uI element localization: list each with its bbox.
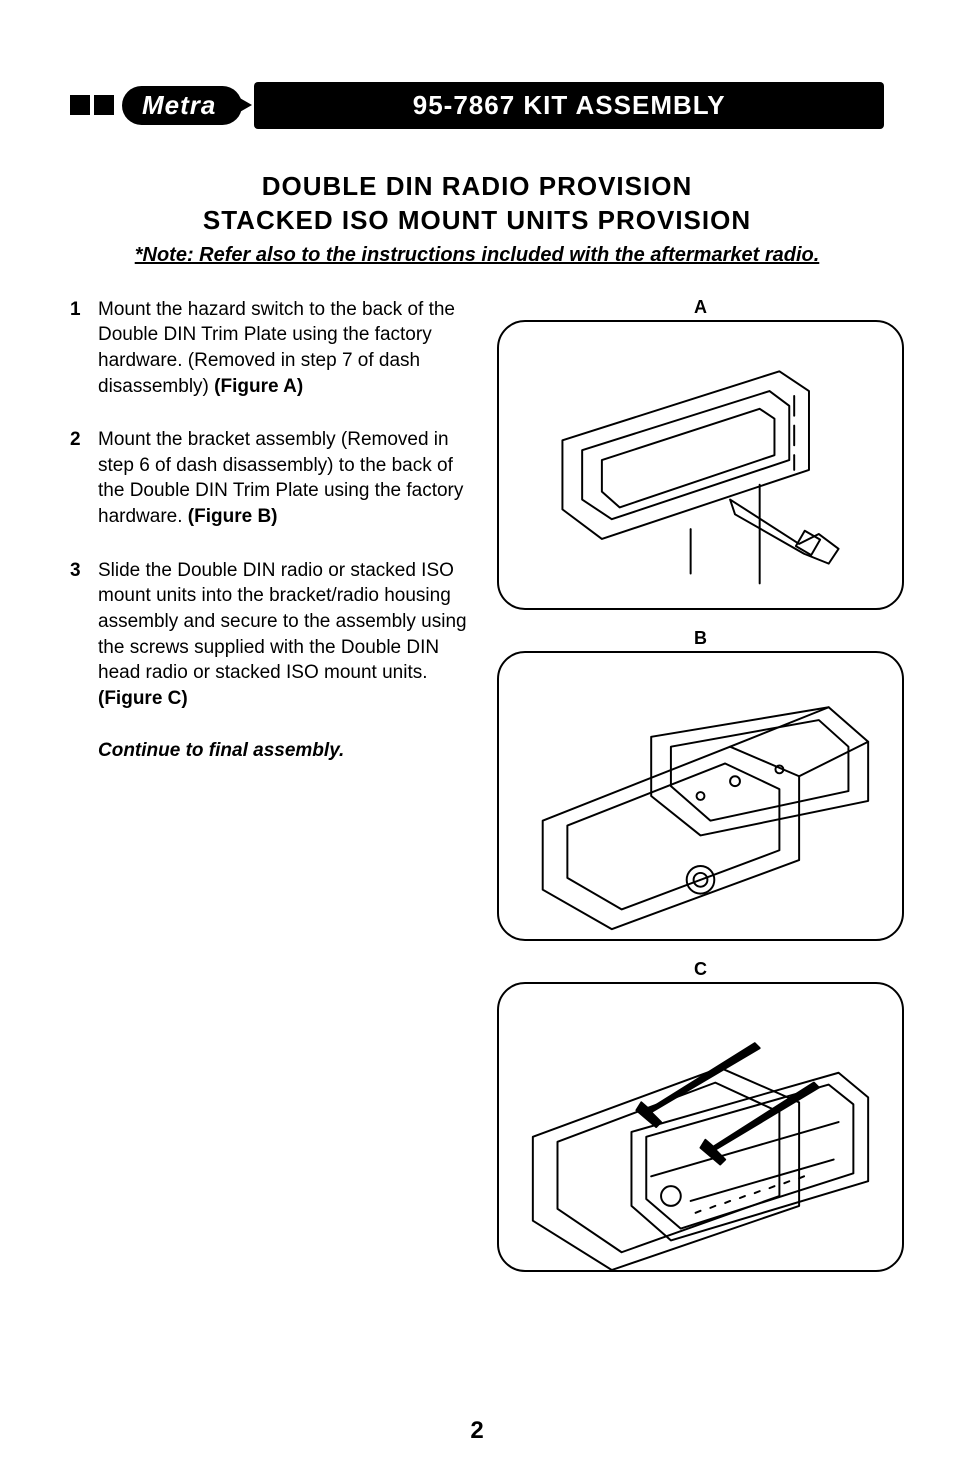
main-heading: DOUBLE DIN RADIO PROVISION STACKED ISO M… xyxy=(70,170,884,238)
figure-label: B xyxy=(497,628,904,649)
step-number: 2 xyxy=(70,427,88,530)
heading-line-1: DOUBLE DIN RADIO PROVISION xyxy=(70,170,884,204)
logo-square-icon xyxy=(70,95,90,115)
step-body: Mount the hazard switch to the back of t… xyxy=(98,297,477,400)
bracket-assembly-diagram-icon xyxy=(499,653,902,939)
note-line: *Note: Refer also to the instructions in… xyxy=(70,244,884,267)
figure-reference: (Figure C) xyxy=(98,688,188,709)
header-title: 95-7867 KIT ASSEMBLY xyxy=(254,82,884,129)
radio-slide-diagram-icon xyxy=(499,984,902,1270)
figure-a-box xyxy=(497,320,904,610)
brand-logo-text: Metra xyxy=(122,86,242,125)
steps-column: 1 Mount the hazard switch to the back of… xyxy=(70,297,477,1272)
figure-c: C xyxy=(497,959,904,1272)
content-row: 1 Mount the hazard switch to the back of… xyxy=(70,297,884,1272)
figure-label: A xyxy=(497,297,904,318)
step-number: 3 xyxy=(70,558,88,712)
header-bar: Metra 95-7867 KIT ASSEMBLY xyxy=(70,80,884,130)
figure-label: C xyxy=(497,959,904,980)
brand-logo: Metra xyxy=(70,80,242,130)
figures-column: A xyxy=(497,297,904,1272)
step-item: 2 Mount the bracket assembly (Removed in… xyxy=(70,427,477,530)
figure-reference: (Figure A) xyxy=(214,376,303,397)
figure-reference: (Figure B) xyxy=(188,506,278,527)
step-item: 1 Mount the hazard switch to the back of… xyxy=(70,297,477,400)
step-item: 3 Slide the Double DIN radio or stacked … xyxy=(70,558,477,712)
logo-square-icon xyxy=(94,95,114,115)
step-body: Slide the Double DIN radio or stacked IS… xyxy=(98,558,477,712)
figure-b: B xyxy=(497,628,904,941)
step-number: 1 xyxy=(70,297,88,400)
page-number: 2 xyxy=(470,1417,483,1445)
figure-c-box xyxy=(497,982,904,1272)
figure-b-box xyxy=(497,651,904,941)
step-body: Mount the bracket assembly (Removed in s… xyxy=(98,427,477,530)
heading-line-2: STACKED ISO MOUNT UNITS PROVISION xyxy=(70,204,884,238)
step-text: Mount the bracket assembly (Removed in s… xyxy=(98,429,463,527)
figure-a: A xyxy=(497,297,904,610)
trim-plate-hazard-diagram-icon xyxy=(499,322,902,608)
step-text: Slide the Double DIN radio or stacked IS… xyxy=(98,560,467,684)
continue-line: Continue to final assembly. xyxy=(98,740,477,762)
